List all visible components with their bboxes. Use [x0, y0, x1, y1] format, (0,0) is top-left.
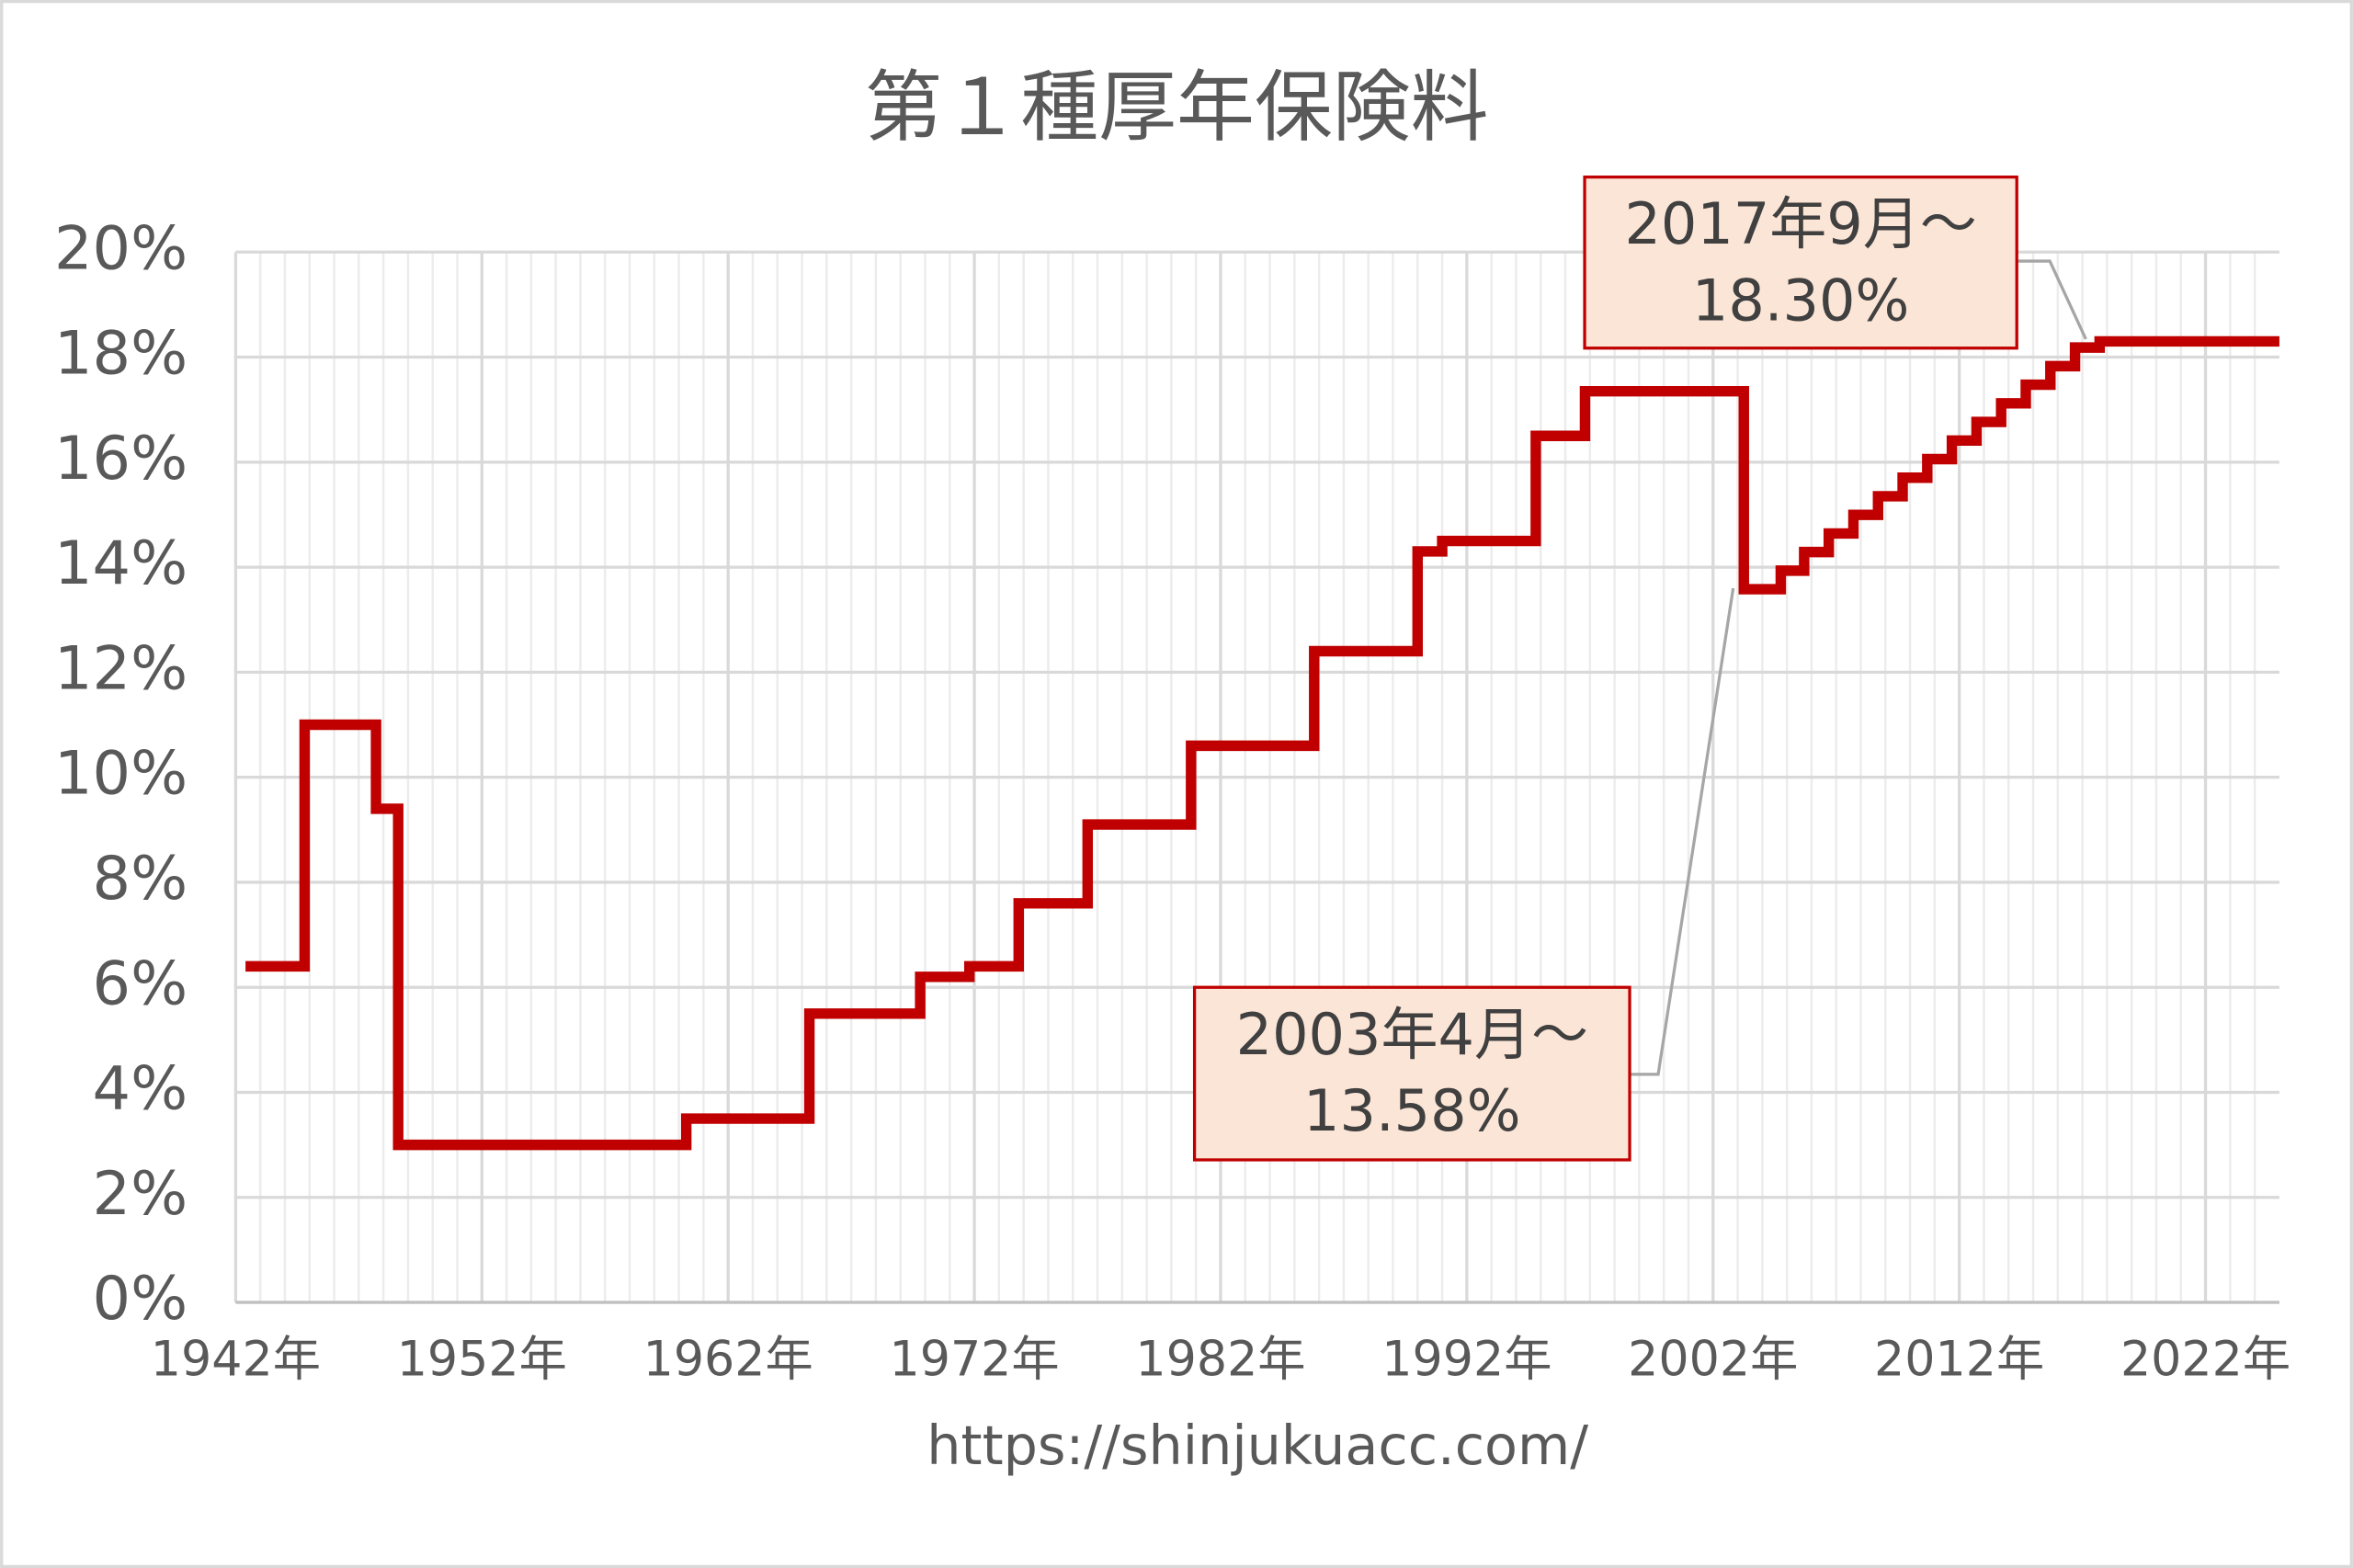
y-tick-label: 16%	[54, 424, 188, 494]
x-tick-label: 2012年	[1874, 1332, 2044, 1387]
x-tick-label: 1992年	[1381, 1332, 1552, 1387]
leader-line	[1630, 587, 1735, 1076]
x-tick-label: 1952年	[397, 1332, 567, 1387]
leader-line	[2017, 259, 2087, 340]
y-tick-label: 10%	[54, 739, 188, 809]
annotations: 2017年9月～ 18.30% 2003年4月～ 13.58%	[1192, 176, 2087, 1162]
x-tick-label: 1962年	[643, 1332, 813, 1387]
annotation-text: 2003年4月～	[1236, 1001, 1588, 1068]
source-label: https://shinjukuacc.com/	[926, 1414, 1588, 1477]
y-tick-label: 12%	[54, 633, 188, 703]
y-tick-label: 6%	[93, 949, 188, 1018]
x-tick-label: 2022年	[2120, 1332, 2290, 1387]
y-tick-label: 20%	[54, 213, 188, 283]
annotation-box	[1192, 985, 1631, 1162]
annotation-text: 18.30%	[1692, 267, 1909, 334]
annotation-text: 13.58%	[1303, 1077, 1520, 1144]
y-tick-label: 4%	[93, 1054, 188, 1124]
y-tick-label: 14%	[54, 528, 188, 598]
x-tick-label: 1972年	[889, 1332, 1059, 1387]
x-tick-label: 2002年	[1628, 1332, 1798, 1387]
annotation-text: 2017年9月～	[1624, 190, 1976, 257]
y-tick-label: 0%	[93, 1264, 188, 1334]
y-tick-label: 2%	[93, 1159, 188, 1229]
x-tick-label: 1982年	[1135, 1332, 1305, 1387]
marks	[245, 335, 2279, 1151]
y-tick-label: 18%	[54, 319, 188, 389]
annotation-box	[1583, 176, 2018, 350]
data-line	[245, 335, 2279, 1151]
x-tick-label: 1942年	[151, 1332, 321, 1387]
chart-title: 第１種厚年保険料	[864, 62, 1488, 153]
y-tick-label: 8%	[93, 844, 188, 914]
